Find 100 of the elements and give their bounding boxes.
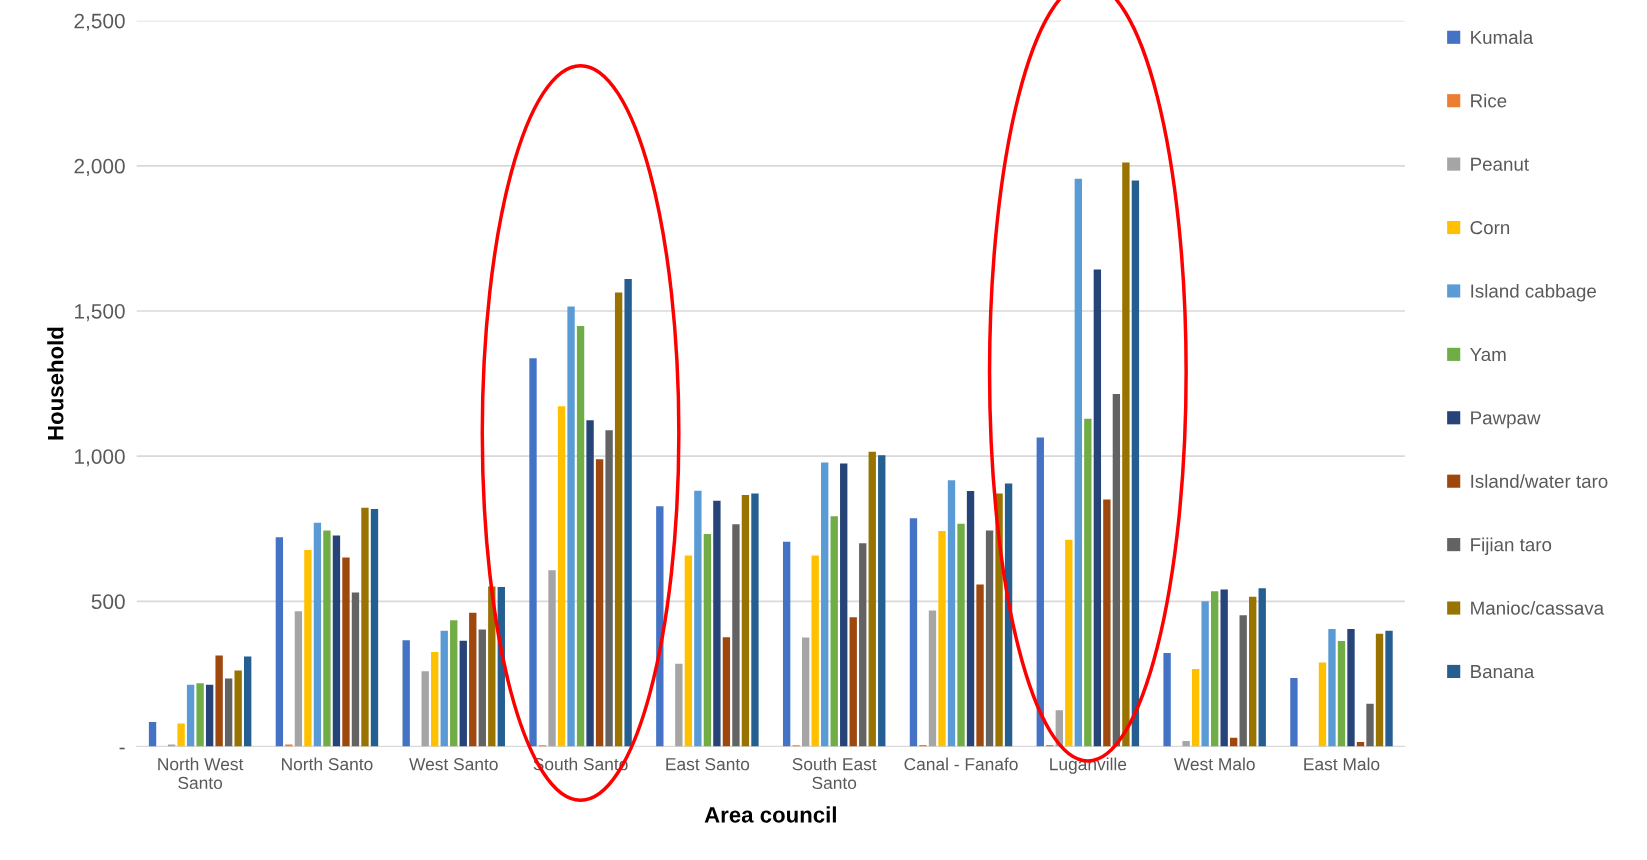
bar [177, 723, 185, 747]
bar [1074, 178, 1083, 747]
bar [1163, 652, 1171, 747]
bar [703, 533, 712, 747]
bar [332, 535, 341, 747]
bar [947, 480, 956, 747]
legend-label: Fijian taro [1471, 537, 1552, 556]
bar [985, 530, 994, 747]
bar [1131, 180, 1140, 747]
x-tick-label: West Santo [409, 758, 498, 771]
bar [167, 744, 176, 747]
bar [694, 490, 702, 747]
bar [402, 640, 410, 747]
bar [928, 610, 937, 747]
bar [1258, 588, 1266, 747]
bar [275, 537, 284, 747]
legend-label: Rice [1471, 93, 1507, 108]
bar [868, 451, 876, 747]
x-tick-label: North West Santo [158, 757, 244, 790]
legend-label: Yam [1470, 348, 1506, 362]
bar [196, 683, 204, 747]
bar [224, 678, 233, 747]
bar [675, 663, 683, 747]
bar [205, 684, 214, 747]
bar [243, 656, 252, 747]
bar [1191, 668, 1200, 747]
legend-label: Kumala [1471, 30, 1534, 45]
x-tick-label: Luganville [1050, 757, 1127, 774]
bar [1084, 418, 1092, 747]
bar [1093, 269, 1102, 747]
bar [478, 629, 486, 747]
bar [234, 670, 242, 747]
bar [576, 326, 585, 747]
legend-label: Island/water taro [1471, 474, 1608, 488]
bar [529, 358, 537, 747]
bar [1122, 162, 1130, 747]
legend-label: Banana [1471, 665, 1535, 679]
bar [605, 430, 613, 747]
x-tick-label: East Malo [1304, 757, 1380, 771]
y-axis-title: Household [47, 327, 64, 440]
bar [957, 523, 965, 747]
legend-label: Pawpaw [1471, 411, 1541, 429]
y-tick-label: 2,000 [74, 158, 125, 177]
x-tick-label: South East Santo [792, 757, 877, 790]
x-tick-label: North Santo [282, 757, 373, 771]
bar [1249, 596, 1257, 747]
bar [976, 584, 984, 747]
bar [1366, 703, 1374, 747]
bar [938, 531, 946, 747]
bar [1103, 499, 1111, 747]
bar [370, 508, 379, 747]
legend-label: Island cabbage [1471, 283, 1596, 302]
bar [1347, 628, 1355, 747]
legend-label: Peanut [1471, 157, 1529, 171]
bar [548, 570, 556, 747]
bar [304, 549, 312, 747]
bar [1385, 630, 1393, 747]
bar [811, 555, 819, 747]
bar [469, 612, 477, 747]
x-tick-label: West Malo [1173, 757, 1255, 771]
bar [450, 620, 458, 747]
bar [285, 744, 293, 747]
bar [1328, 628, 1336, 747]
x-tick-label: Canal - Fanafo [904, 757, 1018, 771]
bar [148, 722, 157, 747]
bar [215, 655, 223, 747]
bar [431, 652, 439, 747]
bar [1201, 601, 1209, 747]
bar [342, 557, 350, 747]
bar [567, 306, 575, 747]
bar [1239, 615, 1247, 747]
bar [1337, 641, 1346, 747]
bar [595, 459, 604, 747]
bar [421, 671, 429, 747]
legend-label: Manioc/cassava [1471, 601, 1605, 615]
bar [1112, 394, 1121, 747]
bar [713, 500, 721, 747]
bar [586, 420, 594, 747]
bar [186, 684, 195, 747]
bar [821, 462, 829, 747]
bar [624, 279, 632, 747]
bar [782, 541, 791, 747]
bar [1210, 591, 1219, 747]
bar [722, 637, 731, 747]
y-tick-label: - [119, 747, 125, 750]
bar [440, 630, 448, 747]
bar [966, 490, 975, 747]
y-tick-label: 500 [91, 594, 125, 610]
bar [459, 640, 467, 747]
y-tick-label: 2,500 [74, 13, 125, 31]
bar [557, 406, 566, 747]
bar [830, 516, 838, 747]
bar [840, 463, 848, 747]
bar [1290, 677, 1298, 747]
legend-label: Corn [1470, 221, 1510, 235]
bar [801, 637, 810, 747]
bar [1220, 589, 1228, 747]
bar [909, 518, 918, 747]
bar [361, 507, 369, 747]
bar [656, 506, 664, 747]
